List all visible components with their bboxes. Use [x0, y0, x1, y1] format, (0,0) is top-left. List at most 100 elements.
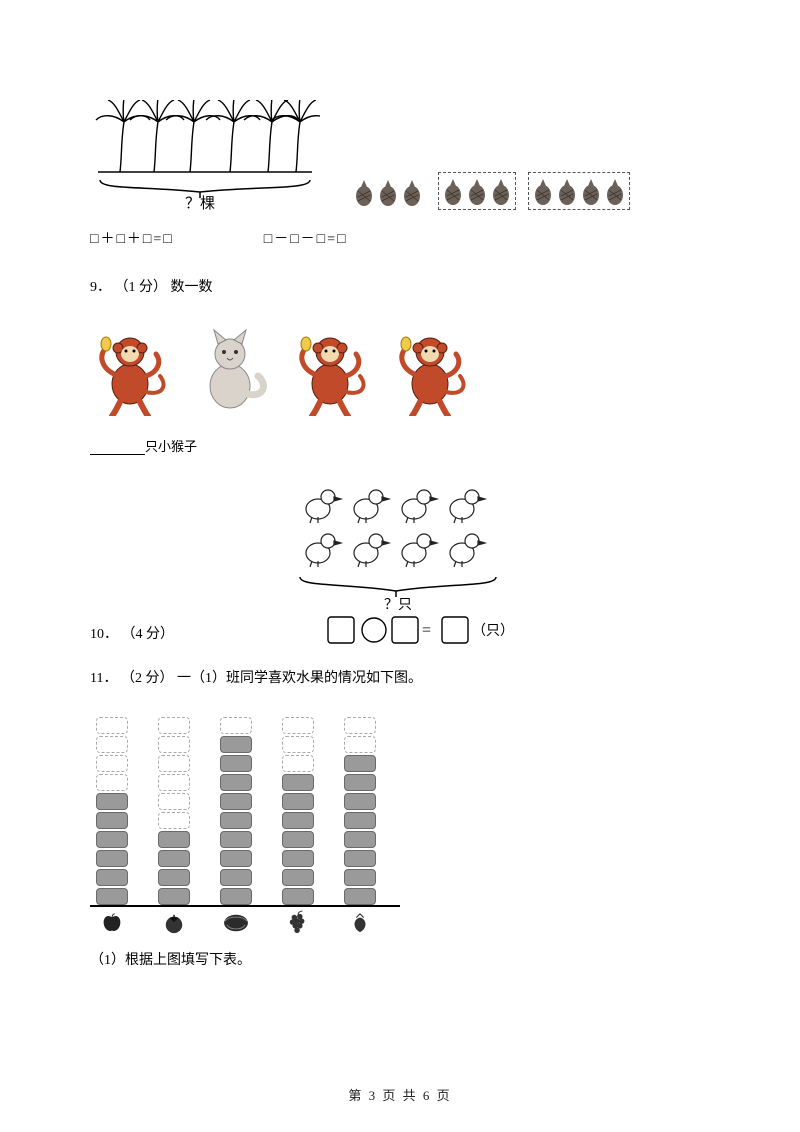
- pinecone-group-0: [350, 174, 426, 210]
- q9-answer-line: 只小猴子: [90, 436, 710, 455]
- q10-number: 10．: [90, 627, 118, 642]
- bar-cell-empty: [158, 736, 190, 753]
- bar-cell-empty: [282, 755, 314, 772]
- q11-points: （2 分）: [121, 671, 174, 686]
- pinecone-group-2: [528, 172, 630, 210]
- bar-cell-empty: [158, 812, 190, 829]
- pinecone-icon: [353, 177, 375, 207]
- bar-cell-empty: [158, 717, 190, 734]
- pinecone-icon: [466, 176, 488, 206]
- pinecone-group-1: [438, 172, 516, 210]
- q10-heading: 10． （4 分）: [90, 623, 174, 649]
- equation-right: □－□－□=□: [264, 228, 348, 248]
- q11-title: 一（1）班同学喜欢水果的情况如下图。: [177, 671, 422, 686]
- monkey-icon: [90, 326, 170, 416]
- pinecone-icon: [442, 176, 464, 206]
- q10-points: （4 分）: [122, 627, 175, 642]
- bar-cell-empty: [282, 736, 314, 753]
- bar-col-grape: [280, 715, 316, 905]
- bar-cell-empty: [344, 717, 376, 734]
- bar-cell-filled: [220, 774, 252, 791]
- bar-cell-filled: [220, 888, 252, 905]
- bar-cell-filled: [158, 831, 190, 848]
- pinecone-icon: [532, 176, 554, 206]
- bar-cell-empty: [220, 717, 252, 734]
- cat-icon: [190, 326, 270, 416]
- bar-cell-empty: [344, 736, 376, 753]
- q9-number: 9．: [90, 280, 111, 295]
- bar-cell-filled: [96, 793, 128, 810]
- trees-figure: ？棵: [90, 100, 320, 210]
- q9-answer-label: 只小猴子: [145, 439, 197, 454]
- equations-row: □＋□＋□=□ □－□－□=□: [90, 228, 710, 248]
- bar-cell-filled: [220, 850, 252, 867]
- grape-icon: [280, 911, 316, 935]
- equation-left: □＋□＋□=□: [90, 228, 174, 248]
- svg-text:=: =: [422, 622, 431, 639]
- ducks-svg: ？只 = （只）: [284, 479, 514, 649]
- bar-cell-empty: [158, 774, 190, 791]
- pinecone-icon: [490, 176, 512, 206]
- watermelon-icon: [218, 911, 254, 935]
- trees-pines-row: ？棵: [90, 100, 710, 210]
- monkey-icon: [390, 326, 470, 416]
- bar-col-strawberry: [342, 715, 378, 905]
- bar-cell-filled: [220, 793, 252, 810]
- bar-cell-filled: [158, 869, 190, 886]
- pinecone-groups: [350, 172, 630, 210]
- bar-cell-filled: [282, 793, 314, 810]
- bar-cell-filled: [344, 850, 376, 867]
- bar-cell-filled: [344, 755, 376, 772]
- svg-text:（只）: （只）: [472, 623, 514, 639]
- q9-heading: 9． （1 分） 数一数: [90, 276, 710, 296]
- tomato-icon: [156, 911, 192, 935]
- q11-sub1: （1）根据上图填写下表。: [90, 949, 710, 969]
- bar-cell-empty: [96, 774, 128, 791]
- page-footer: 第 3 页 共 6 页: [0, 1085, 800, 1104]
- bar-cell-empty: [96, 755, 128, 772]
- bar-cell-filled: [96, 888, 128, 905]
- apple-icon: [94, 911, 130, 935]
- bar-cell-filled: [96, 869, 128, 886]
- bar-cell-filled: [220, 812, 252, 829]
- bar-cell-filled: [344, 793, 376, 810]
- strawberry-icon: [342, 911, 378, 935]
- bar-cell-filled: [220, 755, 252, 772]
- bar-cell-filled: [220, 736, 252, 753]
- bar-cell-empty: [282, 717, 314, 734]
- animals-row: [90, 326, 710, 416]
- pinecone-icon: [377, 177, 399, 207]
- svg-text:？只: ？只: [384, 598, 412, 613]
- bar-cell-filled: [344, 774, 376, 791]
- bar-cell-filled: [96, 850, 128, 867]
- bar-cell-filled: [344, 812, 376, 829]
- pinecone-icon: [580, 176, 602, 206]
- bar-cell-filled: [344, 888, 376, 905]
- bar-cell-filled: [96, 812, 128, 829]
- bar-col-tomato: [156, 715, 192, 905]
- ducks-figure: ？只 = （只）: [284, 479, 514, 649]
- monkey-icon: [290, 326, 370, 416]
- bar-cell-empty: [96, 717, 128, 734]
- bar-cell-filled: [220, 831, 252, 848]
- bar-cell-filled: [158, 850, 190, 867]
- bar-cell-filled: [282, 888, 314, 905]
- bar-col-apple: [94, 715, 130, 905]
- q9-points: （1 分）: [115, 280, 168, 295]
- q11-number: 11．: [90, 671, 117, 686]
- bar-cell-filled: [96, 831, 128, 848]
- bar-cell-filled: [220, 869, 252, 886]
- bar-cell-filled: [158, 888, 190, 905]
- blank-input-line[interactable]: [90, 454, 145, 455]
- fruit-bar-chart: [90, 715, 710, 935]
- bar-cell-filled: [282, 812, 314, 829]
- bar-cell-filled: [344, 831, 376, 848]
- bar-col-watermelon: [218, 715, 254, 905]
- pinecone-icon: [401, 177, 423, 207]
- bar-cell-filled: [282, 869, 314, 886]
- bar-cell-filled: [344, 869, 376, 886]
- pinecone-icon: [604, 176, 626, 206]
- bar-cell-filled: [282, 831, 314, 848]
- q9-title: 数一数: [171, 280, 213, 295]
- bar-cell-empty: [96, 736, 128, 753]
